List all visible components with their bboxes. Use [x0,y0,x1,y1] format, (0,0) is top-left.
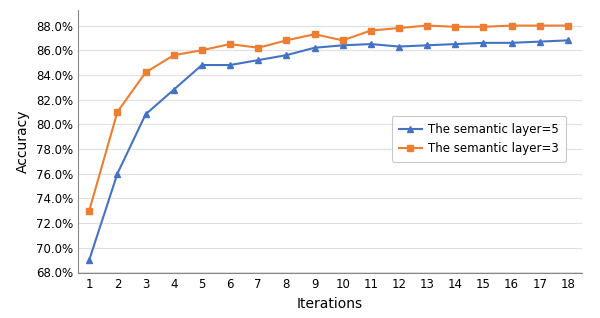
The semantic layer=3 [395,26,403,30]
The semantic layer=5 [114,172,121,176]
The semantic layer=5 [480,41,487,45]
The semantic layer=5 [198,63,205,67]
The semantic layer=5 [283,53,290,57]
The semantic layer=5 [311,46,318,50]
The semantic layer=3 [480,25,487,29]
Legend: The semantic layer=5, The semantic layer=3: The semantic layer=5, The semantic layer… [392,116,566,162]
Line: The semantic layer=3: The semantic layer=3 [86,23,571,213]
The semantic layer=3 [452,25,459,29]
The semantic layer=3 [565,24,572,27]
The semantic layer=3 [114,110,121,114]
The semantic layer=5 [536,40,544,44]
The semantic layer=5 [86,258,93,262]
The semantic layer=3 [536,24,544,27]
The semantic layer=3 [283,38,290,42]
The semantic layer=5 [508,41,515,45]
The semantic layer=5 [170,88,178,92]
The semantic layer=3 [170,53,178,57]
The semantic layer=3 [86,209,93,212]
The semantic layer=3 [198,48,205,52]
The semantic layer=5 [395,45,403,48]
Line: The semantic layer=5: The semantic layer=5 [86,38,571,263]
The semantic layer=3 [367,29,374,32]
The semantic layer=5 [142,113,149,116]
The semantic layer=5 [565,38,572,42]
The semantic layer=3 [424,24,431,27]
X-axis label: Iterations: Iterations [297,297,363,311]
The semantic layer=3 [311,32,318,36]
The semantic layer=3 [142,71,149,74]
The semantic layer=3 [226,42,233,46]
The semantic layer=3 [508,24,515,27]
The semantic layer=3 [339,38,346,42]
The semantic layer=5 [367,42,374,46]
The semantic layer=5 [424,43,431,47]
Y-axis label: Accuracy: Accuracy [16,110,31,173]
The semantic layer=5 [452,42,459,46]
The semantic layer=3 [254,46,262,50]
The semantic layer=5 [339,43,346,47]
The semantic layer=5 [226,63,233,67]
The semantic layer=5 [254,58,262,62]
